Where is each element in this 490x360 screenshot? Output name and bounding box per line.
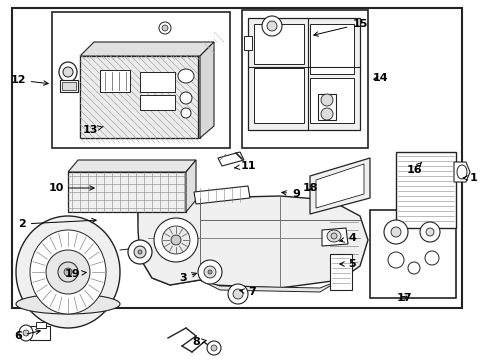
Ellipse shape [207,341,221,355]
Text: 1: 1 [463,173,478,183]
Polygon shape [80,55,200,138]
Text: 17: 17 [396,293,412,303]
Ellipse shape [388,252,404,268]
Ellipse shape [46,250,90,294]
Ellipse shape [457,165,467,179]
Polygon shape [200,280,340,292]
Text: 15: 15 [314,19,368,36]
Polygon shape [80,42,214,56]
Bar [248,18,360,130]
Bar [330,254,352,290]
Bar [396,152,456,228]
Bar [310,78,354,123]
Ellipse shape [267,21,277,31]
Text: 14: 14 [372,73,388,83]
Text: 7: 7 [240,287,256,297]
Ellipse shape [204,266,216,278]
Ellipse shape [391,227,401,237]
Ellipse shape [59,62,77,82]
Text: 4: 4 [340,233,356,243]
Bar [80,56,198,138]
Polygon shape [138,212,216,285]
Bar [242,10,368,148]
Ellipse shape [63,67,73,77]
Bar [100,70,130,92]
Ellipse shape [16,216,120,328]
Ellipse shape [138,250,142,254]
Ellipse shape [162,25,168,31]
Text: 5: 5 [340,259,356,269]
Bar [52,12,230,148]
Ellipse shape [23,330,29,336]
Ellipse shape [327,230,341,242]
Ellipse shape [180,92,192,104]
Bar [62,82,76,90]
Text: 19: 19 [64,269,86,279]
Ellipse shape [16,294,120,314]
Text: 10: 10 [49,183,94,193]
Text: 6: 6 [14,330,40,341]
Text: 11: 11 [235,161,256,171]
Ellipse shape [198,260,222,284]
Text: 2: 2 [18,218,96,229]
Polygon shape [68,160,196,172]
Ellipse shape [159,22,171,34]
Ellipse shape [262,16,282,36]
Polygon shape [68,172,186,212]
Ellipse shape [408,262,420,274]
Text: 13: 13 [82,125,103,135]
Polygon shape [138,196,368,288]
Bar [36,322,46,328]
Ellipse shape [228,284,248,304]
Polygon shape [310,158,370,214]
Bar [30,326,50,340]
Ellipse shape [426,228,434,236]
Bar [140,72,175,92]
Polygon shape [200,42,214,138]
Ellipse shape [134,246,146,258]
Ellipse shape [425,251,439,265]
Ellipse shape [208,270,212,274]
Ellipse shape [211,345,217,351]
Bar [60,80,78,92]
Bar [254,68,304,123]
Ellipse shape [30,230,106,314]
Ellipse shape [233,289,243,299]
Text: 16: 16 [406,162,422,175]
Ellipse shape [64,268,72,276]
Polygon shape [316,164,364,208]
Bar [140,95,175,110]
Ellipse shape [171,235,181,245]
Ellipse shape [181,108,191,118]
Ellipse shape [128,240,152,264]
Bar [254,24,304,64]
Ellipse shape [58,262,78,282]
Bar [12,8,462,308]
Polygon shape [218,152,244,166]
Text: 9: 9 [282,189,300,199]
Text: 8: 8 [192,337,206,347]
Ellipse shape [154,218,198,262]
Polygon shape [186,160,196,212]
Text: 3: 3 [179,273,196,283]
Polygon shape [194,186,250,204]
Bar [310,24,354,74]
Bar [370,210,456,298]
Text: 12: 12 [10,75,48,85]
Polygon shape [322,228,348,246]
Polygon shape [454,162,470,182]
Text: 18: 18 [302,183,318,193]
Ellipse shape [19,325,33,341]
Ellipse shape [331,233,337,239]
Ellipse shape [321,94,333,106]
Bar [244,36,252,50]
Ellipse shape [178,69,194,83]
Ellipse shape [162,226,190,254]
Bar [318,94,336,120]
Ellipse shape [384,220,408,244]
Ellipse shape [321,108,333,120]
Ellipse shape [420,222,440,242]
